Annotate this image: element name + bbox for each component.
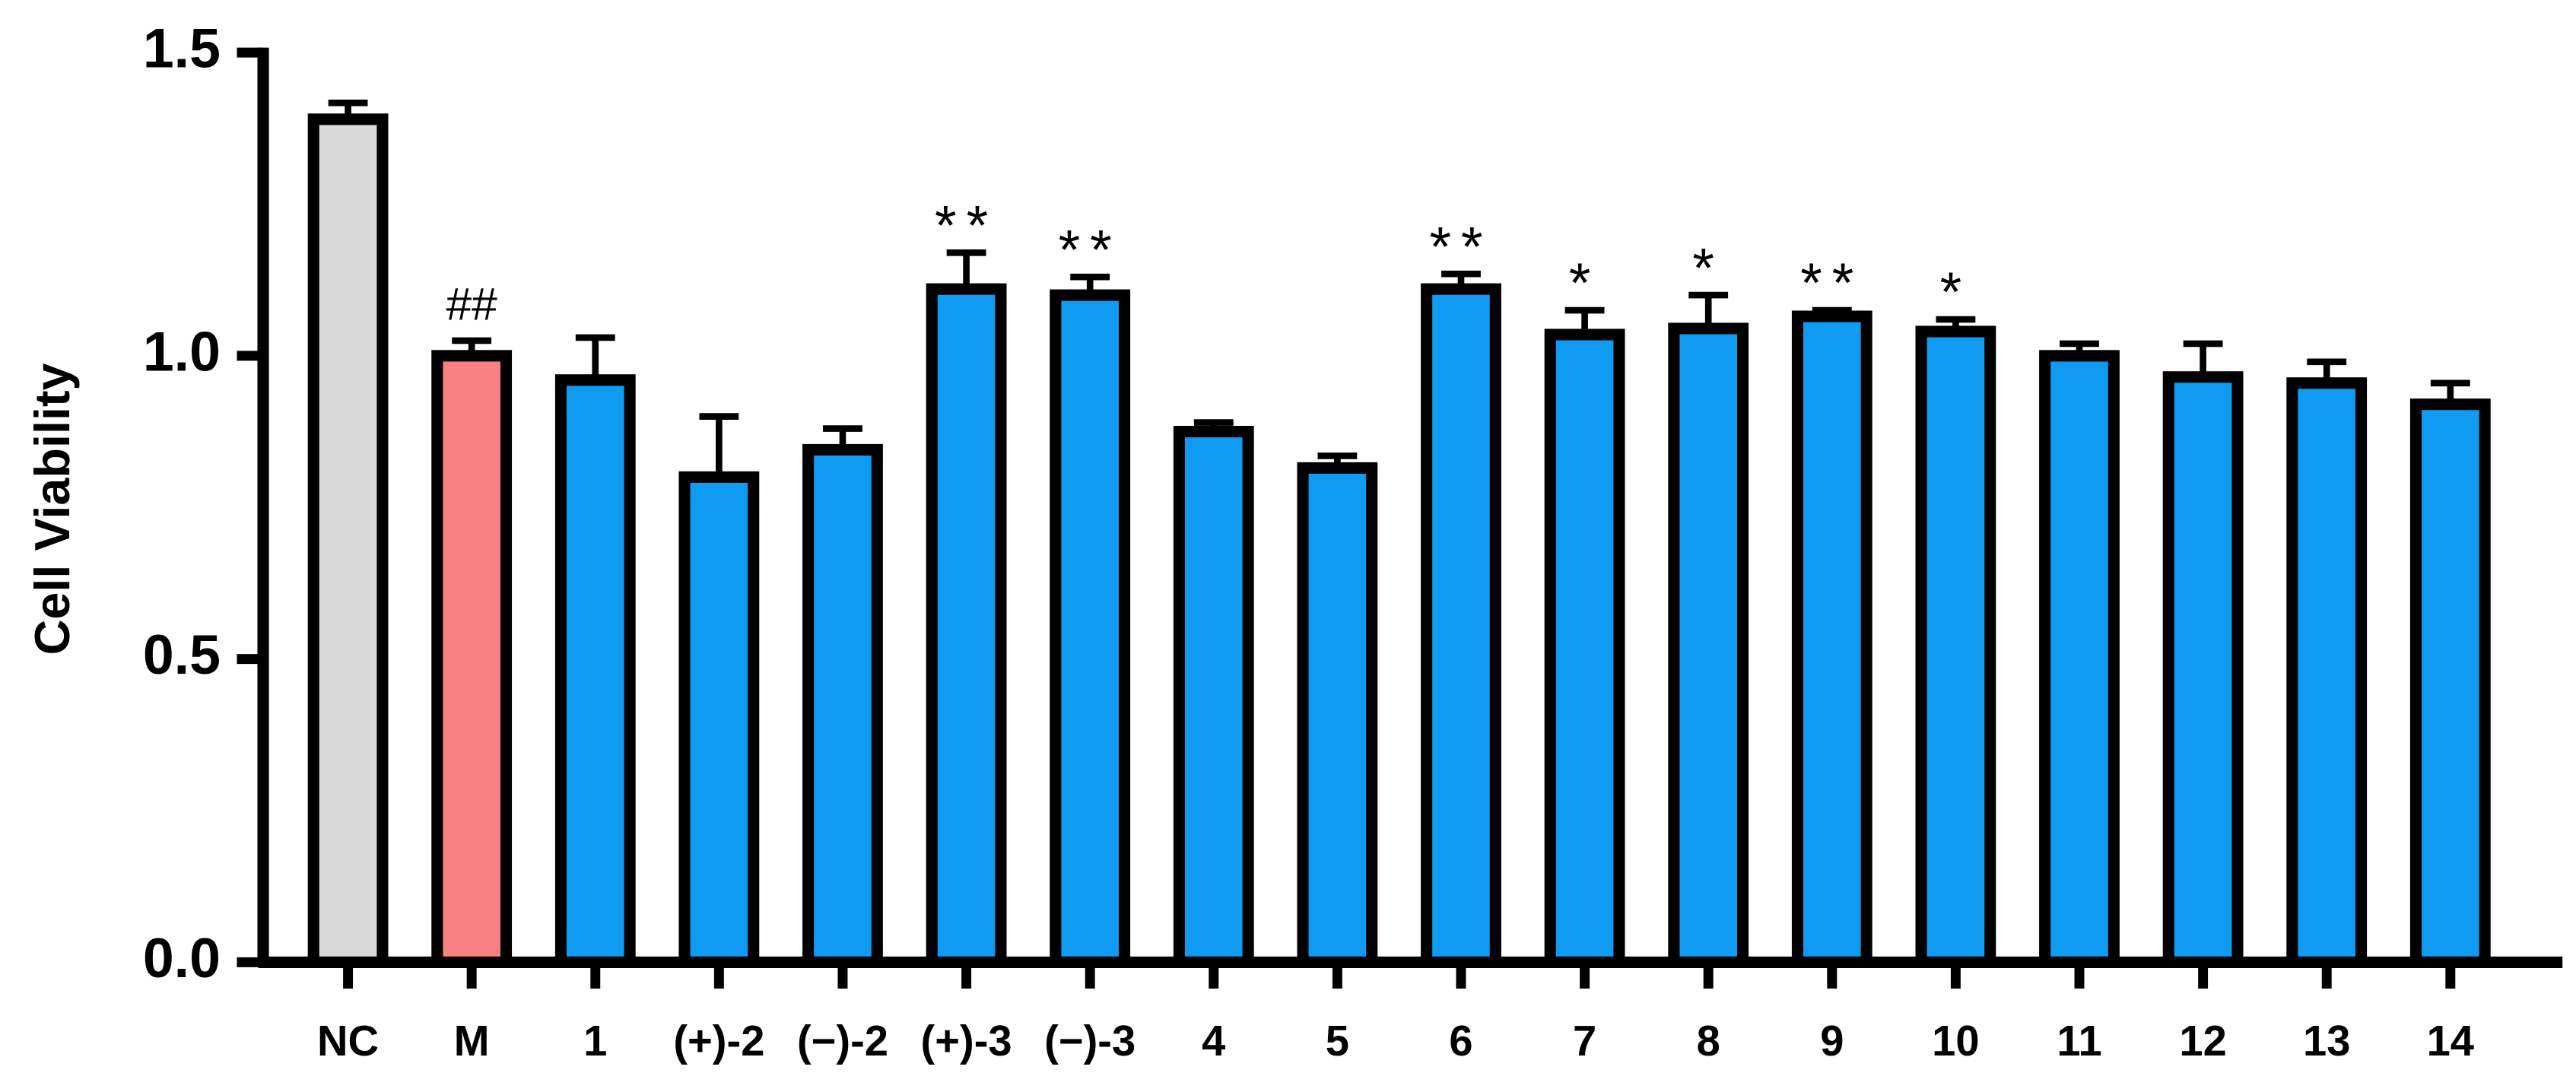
significance-label: * — [1569, 252, 1601, 314]
bar — [1915, 325, 1996, 968]
bar — [2039, 350, 2120, 968]
significance-label: ** — [1800, 252, 1863, 314]
y-tick-label: 1.5 — [143, 17, 221, 79]
bar — [431, 350, 513, 968]
x-tick-label: 10 — [1932, 1017, 1979, 1065]
bar — [1791, 310, 1872, 968]
bar — [926, 283, 1007, 968]
y-tick-label: 1.0 — [143, 320, 221, 383]
x-tick-label: 11 — [2057, 1017, 2101, 1065]
x-tick-label: (−)-2 — [797, 1017, 888, 1065]
x-tick-label: (+)-3 — [921, 1017, 1012, 1065]
significance-label: ** — [1059, 218, 1122, 281]
bar — [554, 374, 636, 968]
significance-label: * — [1692, 236, 1724, 299]
x-tick-label: 14 — [2427, 1017, 2474, 1065]
bar — [1668, 322, 1749, 968]
x-tick-label: 8 — [1697, 1017, 1720, 1065]
bar — [802, 443, 883, 968]
y-tick-label: 0.0 — [143, 927, 221, 989]
x-tick-label: 6 — [1449, 1017, 1472, 1065]
significance-label: ** — [935, 194, 998, 256]
significance-label: * — [1940, 261, 1972, 323]
bar — [1544, 329, 1625, 968]
bar — [1297, 462, 1378, 968]
bar — [1173, 426, 1254, 968]
y-tick-label: 0.5 — [143, 624, 221, 686]
bar — [2286, 377, 2368, 968]
bar — [1421, 283, 1501, 968]
y-axis-label: Cell Viability — [24, 363, 80, 655]
x-tick-label: 7 — [1573, 1017, 1596, 1065]
bar — [678, 471, 760, 968]
significance-label: ** — [1429, 215, 1492, 278]
significance-label: ## — [446, 278, 498, 330]
x-tick-label: 1 — [583, 1017, 607, 1065]
bar — [1050, 289, 1131, 968]
x-tick-label: 9 — [1820, 1017, 1844, 1065]
x-tick-label: M — [454, 1017, 490, 1065]
x-tick-label: 5 — [1326, 1017, 1349, 1065]
x-tick-label: NC — [317, 1017, 379, 1065]
bar — [2409, 398, 2491, 968]
bar — [2162, 371, 2244, 968]
x-tick-label: 13 — [2303, 1017, 2350, 1065]
x-tick-label: 12 — [2179, 1017, 2226, 1065]
x-tick-label: 4 — [1202, 1017, 1225, 1065]
x-tick-label: (+)-2 — [673, 1017, 764, 1065]
x-tick-label: (−)-3 — [1044, 1017, 1136, 1065]
bar — [307, 113, 389, 968]
